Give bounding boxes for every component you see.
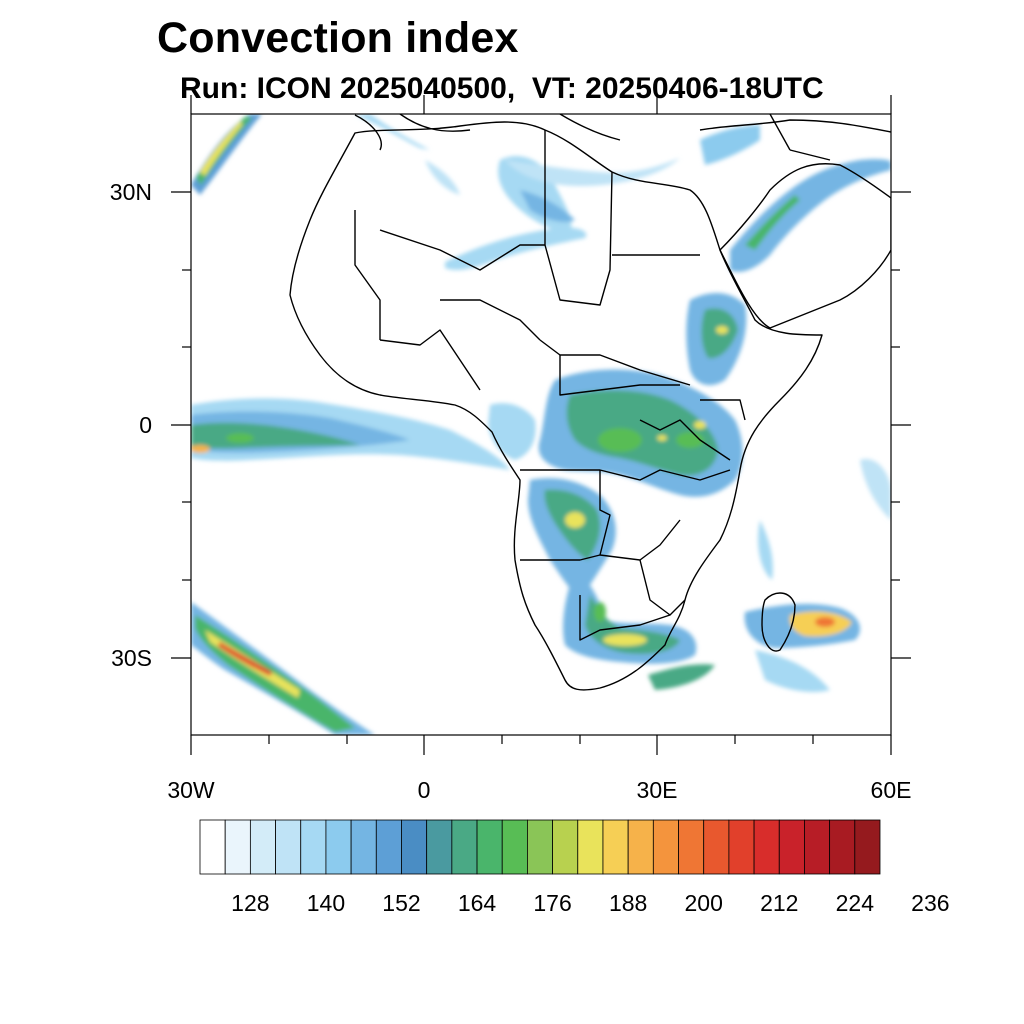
y-tick-label: 30N [110, 179, 152, 205]
colorbar-swatch [552, 819, 579, 875]
x-tick-label: 30E [637, 777, 678, 803]
colorbar-swatch [501, 819, 528, 875]
colorbar-swatch [678, 819, 705, 875]
colorbar-label: 224 [836, 890, 875, 916]
colorbar-label: 212 [760, 890, 798, 916]
colorbar-swatch [703, 819, 730, 875]
colorbar-swatch [451, 819, 478, 875]
colorbar-swatch [728, 819, 755, 875]
map-subtitle: Run: ICON 2025040500, VT: 20250406-18UTC [180, 72, 824, 105]
colorbar [199, 819, 881, 875]
y-tick-label: 30S [111, 645, 152, 671]
colorbar-swatch [527, 819, 553, 875]
colorbar-swatch [753, 819, 780, 875]
colorbar-swatch [652, 819, 679, 875]
colorbar-label: 164 [458, 890, 497, 916]
colorbar-swatch [275, 819, 302, 875]
colorbar-label: 176 [533, 890, 571, 916]
colorbar-swatch [300, 819, 327, 875]
colorbar-label: 140 [307, 890, 345, 916]
map-title: Convection index [157, 14, 519, 62]
colorbar-label: 236 [911, 890, 949, 916]
colorbar-swatch [224, 819, 251, 875]
colorbar-swatch [627, 819, 654, 875]
colorbar-label: 128 [231, 890, 269, 916]
colorbar-swatch [199, 819, 226, 875]
x-tick-label: 0 [418, 777, 431, 803]
colorbar-swatch [350, 819, 377, 875]
colorbar-swatch [249, 819, 276, 875]
colorbar-swatch [854, 819, 881, 875]
colorbar-swatch [829, 819, 856, 875]
x-tick-label: 60E [871, 777, 912, 803]
colorbar-label: 188 [609, 890, 647, 916]
y-tick-label: 0 [139, 412, 152, 438]
colorbar-swatch [375, 819, 402, 875]
colorbar-swatch [577, 819, 604, 875]
convection-shading [191, 114, 891, 735]
axis-ticks [171, 95, 911, 755]
colorbar-label: 200 [685, 890, 723, 916]
x-tick-label: 30W [167, 777, 215, 803]
colorbar-label: 152 [382, 890, 420, 916]
colorbar-swatch [426, 819, 453, 875]
colorbar-swatch [401, 819, 428, 875]
map-plot-area [191, 114, 891, 735]
colorbar-swatch [778, 819, 805, 875]
colorbar-swatch [325, 819, 352, 875]
colorbar-swatch [476, 819, 503, 875]
country-boundaries [289, 114, 891, 691]
colorbar-swatch [602, 819, 629, 875]
colorbar-labels: 128 140 152 164 176 188 200 212 224 236 [231, 890, 949, 916]
colorbar-swatch [804, 819, 831, 875]
axis-labels: 30W 0 30E 60E 30N 0 30S [110, 179, 912, 803]
